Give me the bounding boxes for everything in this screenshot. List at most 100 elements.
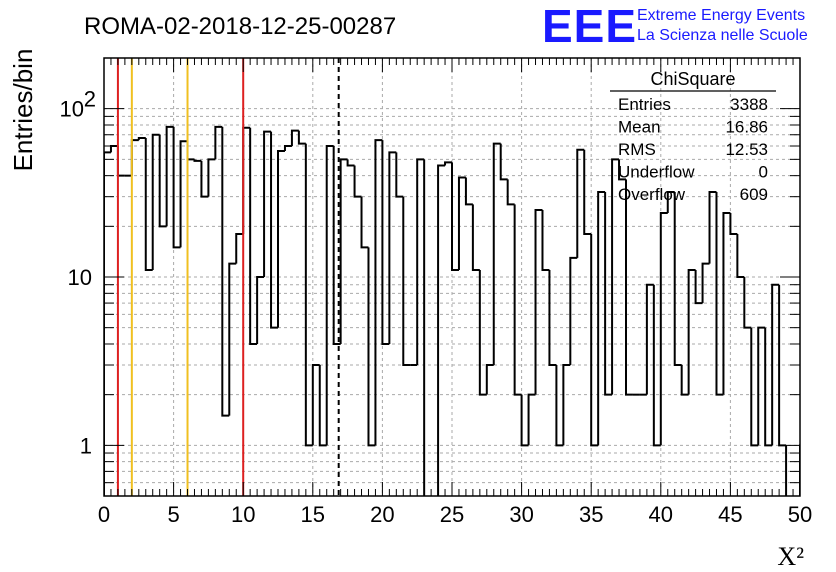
histogram-bin [729, 213, 738, 236]
histogram-bin [158, 134, 167, 228]
histogram-bin [221, 126, 230, 417]
logo-line-1: Extreme Energy Events [637, 7, 805, 24]
y-tick-label: 10 [68, 265, 92, 290]
y-tick-label: 1 [80, 433, 92, 458]
x-axis-label: X² [777, 542, 804, 571]
histogram-bin [659, 212, 668, 446]
histogram-bin [104, 151, 111, 496]
histogram-bin [666, 190, 675, 213]
stats-title: ChiSquare [650, 69, 735, 89]
histogram-bin [645, 283, 654, 395]
histogram-bin [597, 190, 606, 446]
x-tick-label: 40 [649, 502, 673, 527]
histogram-bin [583, 149, 592, 236]
histogram-bin [137, 136, 146, 141]
histogram-bin [242, 126, 251, 235]
eee-logo: EEE Extreme Energy Events La Scienza nel… [542, 0, 808, 52]
histogram-bin [395, 152, 404, 198]
histogram-bin [388, 151, 397, 344]
histogram-bin [576, 148, 585, 258]
histogram-bin [694, 270, 703, 305]
histogram-bin [527, 393, 536, 446]
x-tick-label: 30 [509, 502, 533, 527]
histogram-bin [263, 130, 272, 277]
histogram-bin [444, 161, 452, 166]
logo-mark: EEE [542, 0, 637, 52]
histogram-bin [297, 130, 306, 145]
histogram-bin [604, 191, 613, 396]
histogram-bin [618, 159, 626, 181]
histogram-bin [144, 137, 153, 272]
histogram-bin [562, 364, 571, 446]
histogram-bin [207, 158, 216, 197]
x-tick-label: 45 [718, 502, 742, 527]
histogram-bin [381, 140, 390, 345]
x-tick-label: 25 [440, 502, 464, 527]
histogram-bin [367, 247, 376, 447]
stats-label: Mean [618, 118, 661, 137]
histogram-bin [423, 159, 426, 496]
histogram-bin [325, 145, 334, 446]
histogram-bin [625, 179, 633, 396]
histogram-bin [743, 277, 752, 329]
histogram-bin [311, 364, 320, 446]
histogram-bin [722, 212, 731, 395]
histogram-bin [680, 365, 689, 396]
histogram-bin [590, 234, 599, 447]
x-tick-label: 20 [370, 502, 394, 527]
histogram-bin [548, 270, 557, 367]
histogram-bin [750, 327, 759, 447]
histogram-bin [687, 269, 696, 395]
histogram-bin [814, 277, 821, 445]
histogram-bin [360, 196, 369, 249]
chart-title: ROMA-02-2018-12-25-00287 [84, 13, 396, 40]
histogram-bin [569, 256, 578, 366]
histogram-bin [165, 125, 174, 227]
stats-value: 0 [759, 163, 768, 182]
x-tick-label: 35 [579, 502, 603, 527]
stats-label: Overflow [618, 185, 686, 204]
histogram-bin [200, 160, 209, 198]
x-tick-label: 50 [788, 502, 812, 527]
histogram-bin [764, 327, 773, 447]
histogram-bin [318, 365, 327, 447]
histogram-bin [130, 139, 139, 176]
histogram-bin [249, 127, 258, 345]
histogram-bin [457, 176, 466, 271]
histogram-bin [304, 143, 313, 447]
histogram-bin [437, 164, 446, 496]
histogram-bin [757, 326, 766, 446]
histogram-bin [492, 142, 501, 366]
stats-box: ChiSquare Entries 3388 Mean 16.86 RMS 12.53 Un… [610, 69, 776, 204]
stats-value: 16.86 [725, 118, 768, 137]
histogram-bin [228, 262, 237, 416]
histogram-bin [346, 159, 355, 167]
histogram-bin [179, 140, 188, 248]
histogram-bin [708, 190, 717, 264]
stats-label: Entries [618, 95, 671, 114]
x-tick-label: 0 [98, 502, 110, 527]
histogram-bin [506, 179, 515, 206]
x-axis-ticks: 0 5 10 15 20 25 30 35 40 45 50 [98, 58, 812, 527]
y-tick-label: 10 [60, 97, 84, 122]
logo-line-2: La Scienza nelle Scuole [637, 27, 808, 44]
stats-label: Underflow [618, 163, 695, 182]
histogram-bin [828, 270, 835, 277]
histogram-bin [673, 191, 682, 367]
histogram-bin [416, 158, 425, 366]
histogram-bin [464, 177, 473, 206]
histogram-bin [283, 145, 292, 152]
y-axis-label: Entries/bin [8, 49, 38, 172]
histogram-bin [485, 364, 494, 395]
histogram-bin [172, 126, 181, 249]
histogram-bin [353, 165, 362, 198]
histogram-bin [186, 141, 195, 161]
x-tick-label: 10 [231, 502, 255, 527]
histogram-bin [151, 133, 160, 271]
histogram-bin [736, 234, 745, 278]
histogram-bin [771, 283, 780, 446]
histogram-bin [701, 262, 710, 304]
histogram-bin [471, 204, 480, 272]
